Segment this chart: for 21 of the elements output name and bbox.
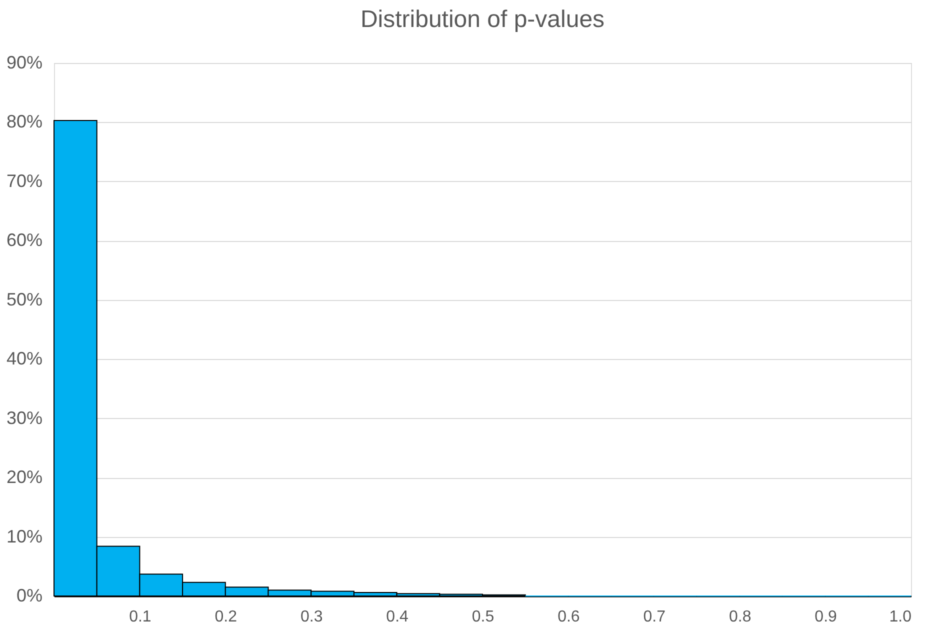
chart-title: Distribution of p-values: [360, 6, 605, 33]
x-tick-label: 0.4: [386, 608, 409, 626]
y-tick-label: 90%: [6, 52, 42, 72]
y-tick-label: 50%: [6, 289, 42, 310]
x-tick-label: 0.6: [558, 608, 580, 626]
y-tick-label: 40%: [6, 348, 42, 369]
x-tick-label: 0.2: [214, 608, 238, 626]
x-tick-label: 0.8: [728, 608, 752, 626]
x-tick-label: 0.3: [300, 608, 323, 626]
y-tick-label: 70%: [6, 170, 42, 191]
x-tick-label: 0.9: [814, 608, 838, 626]
x-tick-label: 0.5: [472, 608, 494, 626]
y-tick-label: 80%: [6, 112, 42, 132]
y-tick-label: 0%: [16, 586, 42, 606]
y-tick-label: 60%: [6, 230, 42, 250]
x-tick-label: 0.1: [129, 608, 152, 626]
x-tick-label: 1.0: [889, 608, 912, 626]
x-tick-label: 0.7: [643, 608, 666, 626]
y-tick-label: 20%: [6, 467, 42, 488]
y-tick-label: 30%: [6, 408, 42, 428]
y-tick-label: 10%: [6, 526, 42, 546]
